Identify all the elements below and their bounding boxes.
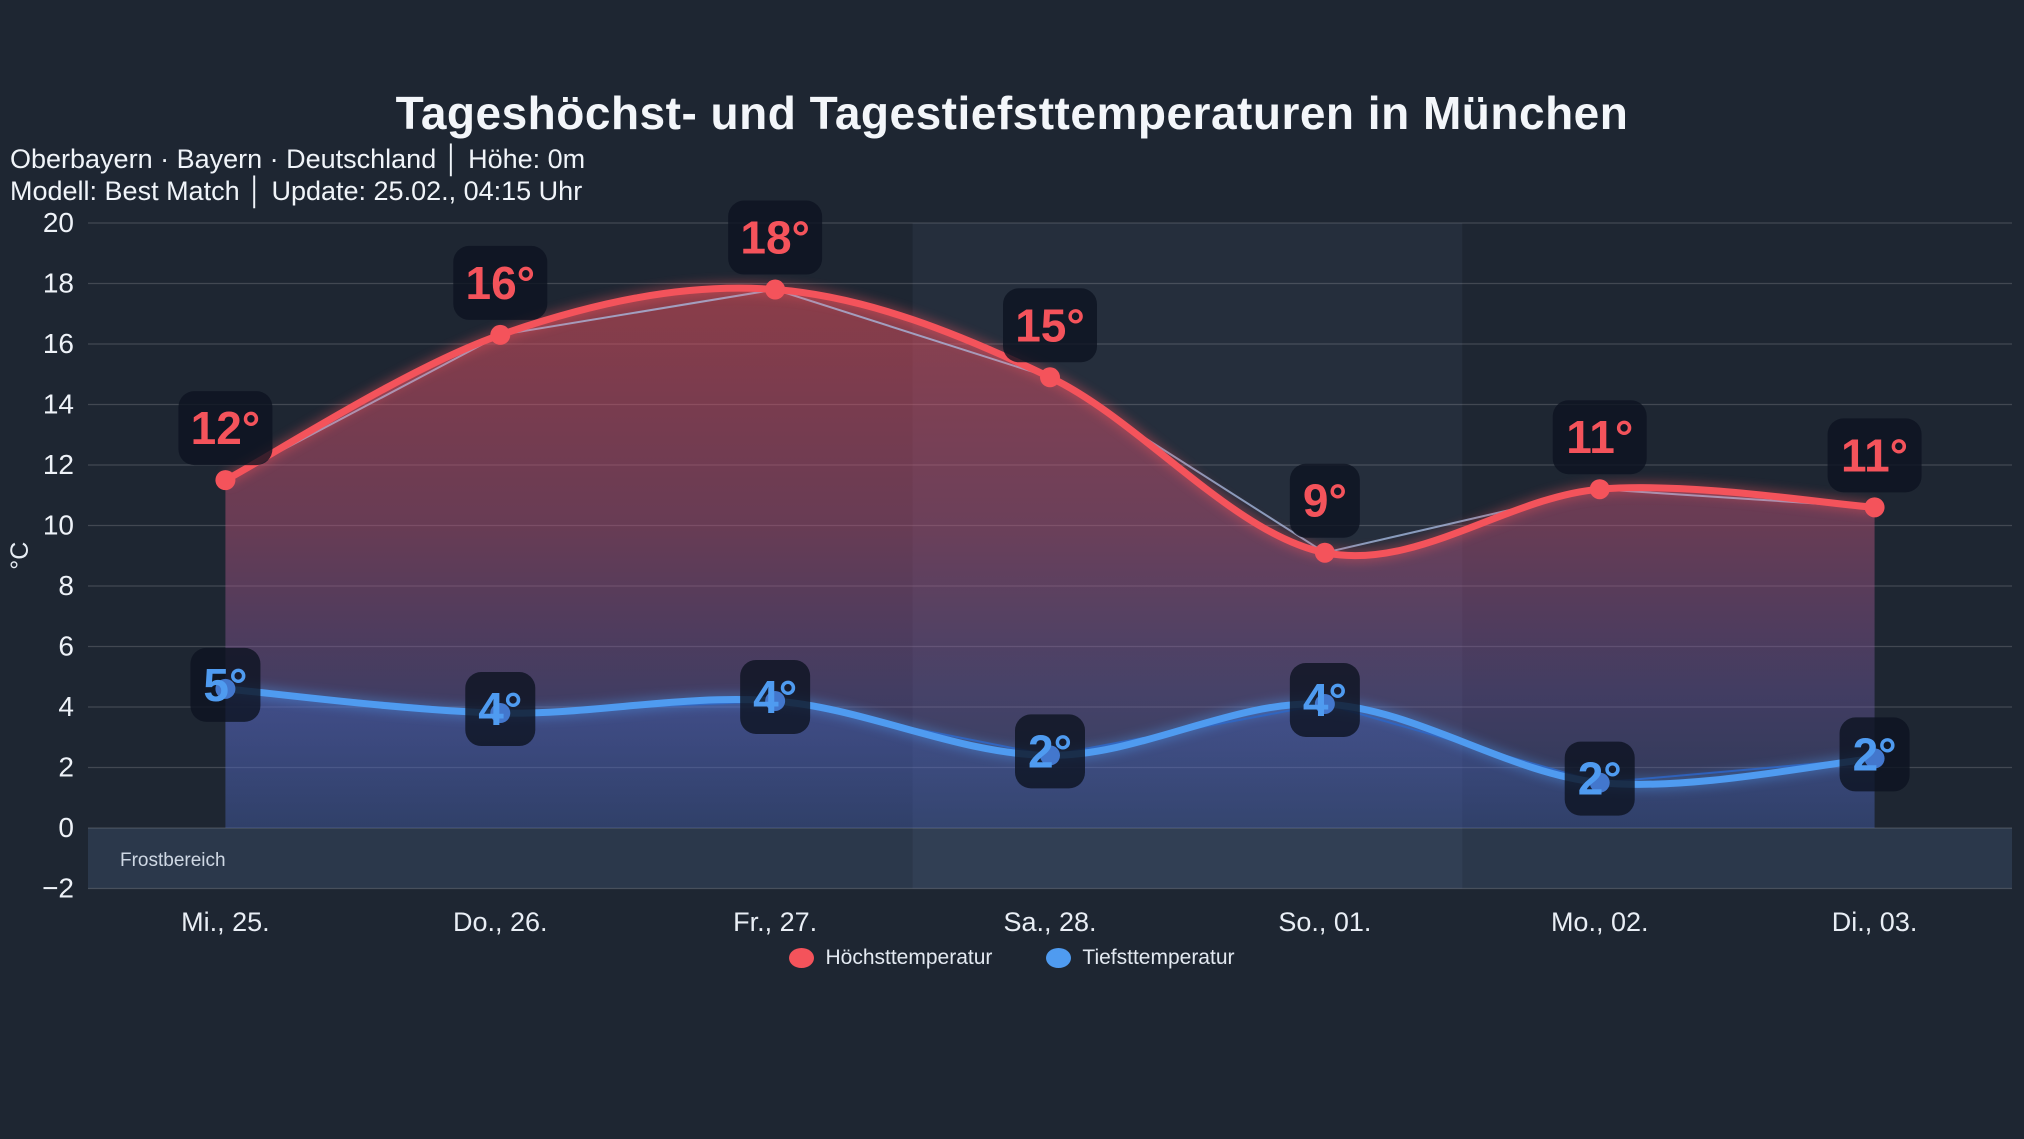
frost-band: [88, 828, 2012, 889]
x-tick-label: Do., 26.: [453, 907, 548, 937]
high-temp-point[interactable]: [215, 470, 236, 491]
x-tick-label: Di., 03.: [1832, 907, 1918, 937]
y-tick-label: 2: [58, 752, 74, 783]
high-temp-point[interactable]: [1314, 542, 1335, 563]
x-tick-label: Sa., 28.: [1003, 907, 1096, 937]
high-temp-point[interactable]: [1040, 367, 1060, 388]
high-temp-value-box: [1289, 463, 1360, 538]
y-tick-label: 8: [58, 570, 74, 601]
legend-marker-icon: [1046, 948, 1072, 968]
y-tick-label: 10: [43, 510, 74, 541]
high-temp-value-box: [1003, 288, 1097, 363]
high-temp-value-label: 12°: [191, 402, 261, 454]
high-temp-value-box: [1552, 400, 1647, 475]
high-temp-value-label: 11°: [1841, 429, 1908, 481]
low-temp-value-label: 4°: [753, 671, 797, 723]
legend-marker-icon: [789, 948, 815, 968]
high-temp-point[interactable]: [1864, 497, 1885, 518]
chart-legend: Höchsttemperatur Tiefsttemperatur: [0, 946, 2024, 970]
legend-label: Höchsttemperatur: [825, 946, 993, 969]
low-temp-value-label: 4°: [478, 683, 522, 735]
y-tick-label: −2: [42, 873, 74, 904]
y-tick-label: 20: [43, 207, 74, 238]
high-temp-point[interactable]: [1589, 479, 1610, 500]
low-temp-value-label: 5°: [203, 659, 247, 711]
y-tick-label: 4: [58, 691, 74, 722]
high-temp-value-label: 18°: [740, 212, 810, 264]
y-tick-label: 16: [43, 328, 74, 359]
low-temp-point[interactable]: [215, 678, 236, 699]
y-tick-label: 0: [58, 812, 74, 843]
legend-label: Tiefsttemperatur: [1082, 946, 1235, 969]
x-tick-label: Mo., 02.: [1551, 907, 1649, 937]
high-temp-value-box: [178, 391, 273, 466]
low-temp-value-label: 4°: [1303, 674, 1347, 726]
high-temp-value-box: [1827, 418, 1922, 493]
low-temp-value-label: 2°: [1578, 753, 1622, 805]
high-temp-value-box: [453, 245, 548, 320]
high-temp-value-label: 15°: [1015, 299, 1085, 351]
low-temp-point[interactable]: [765, 690, 786, 711]
location-subtitle: Oberbayern · Bayern · Deutschland │ Höhe…: [10, 144, 586, 174]
low-temp-point[interactable]: [1864, 748, 1885, 769]
page-title: Tageshöchst- und Tagestiefsttemperaturen…: [395, 87, 1629, 139]
x-tick-label: Mi., 25.: [181, 907, 270, 937]
low-temp-point[interactable]: [1040, 745, 1060, 766]
high-temp-area: [225, 288, 1875, 828]
frost-zone-label: Frostbereich: [120, 850, 226, 871]
y-tick-label: 6: [58, 631, 74, 662]
high-temp-point[interactable]: [765, 279, 786, 300]
legend-item-hoechsttemperatur[interactable]: Höchsttemperatur: [789, 946, 992, 970]
y-axis-label: °C: [6, 542, 34, 570]
legend-item-tiefsttemperatur[interactable]: Tiefsttemperatur: [1046, 946, 1235, 970]
low-temp-point[interactable]: [1589, 772, 1610, 793]
x-tick-label: Fr., 27.: [733, 907, 817, 937]
x-tick-label: So., 01.: [1278, 907, 1371, 937]
high-temp-point[interactable]: [490, 324, 511, 345]
high-temp-value-box: [728, 200, 823, 275]
y-tick-label: 14: [43, 389, 74, 420]
high-temp-value-label: 9°: [1303, 475, 1347, 527]
low-temp-point[interactable]: [490, 703, 511, 724]
low-temp-value-label: 2°: [1028, 725, 1072, 777]
low-temp-value-label: 2°: [1853, 728, 1897, 780]
low-temp-point[interactable]: [1314, 693, 1335, 714]
high-temp-value-label: 11°: [1566, 411, 1633, 463]
high-temp-value-label: 16°: [466, 257, 536, 309]
y-tick-label: 12: [43, 449, 74, 480]
y-tick-label: 18: [43, 268, 74, 299]
model-update-subtitle: Modell: Best Match │ Update: 25.02., 04:…: [10, 176, 583, 206]
